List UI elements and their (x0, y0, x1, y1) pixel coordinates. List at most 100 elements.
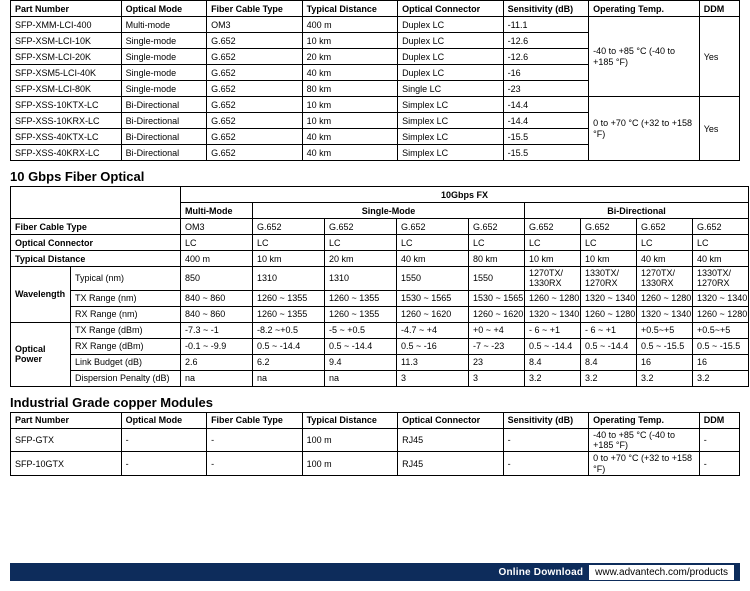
cell: 1320 ~ 1340 (525, 306, 581, 322)
cell: 1260 ~ 1355 (253, 306, 325, 322)
cell: 40 km (397, 251, 469, 267)
cell: 2.6 (181, 354, 253, 370)
col-header: Fiber Cable Type (207, 412, 303, 428)
cell: SFP-XSM5-LCI-40K (11, 65, 122, 81)
cell: -40 to +85 °C (-40 to +185 °F) (589, 428, 700, 452)
sub-label: TX Range (nm) (71, 290, 181, 306)
cell: -7 ~ -23 (469, 338, 525, 354)
col-header: Optical Mode (121, 1, 206, 17)
cell: 1270TX/ 1330RX (637, 267, 693, 291)
table-row: SFP-XMM-LCI-400 Multi-mode OM3 400 m Dup… (11, 17, 740, 33)
group-header: Single-Mode (253, 203, 525, 219)
cell: - 6 ~ +1 (525, 322, 581, 338)
cell: 1260 ~ 1280 (693, 306, 749, 322)
cell: SFP-XSS-10KTX-LC (11, 97, 122, 113)
cell: 840 ~ 860 (181, 306, 253, 322)
cell: 1260 ~ 1280 (637, 290, 693, 306)
cell: -23 (503, 81, 588, 97)
cell: - (121, 428, 206, 452)
cell: Single LC (398, 81, 504, 97)
table-row: RX Range (dBm) -0.1 ~ -9.90.5 ~ -14.40.5… (11, 338, 749, 354)
cell: -14.4 (503, 97, 588, 113)
cell: G.652 (469, 219, 525, 235)
cell-temp: 0 to +70 °C (+32 to +158 °F) (589, 97, 700, 161)
cell: - (503, 428, 588, 452)
cell: G.652 (207, 81, 303, 97)
table-row: Dispersion Penalty (dB) nanana333.23.23.… (11, 370, 749, 386)
cell: SFP-XSS-10KRX-LC (11, 113, 122, 129)
cell: SFP-10GTX (11, 452, 122, 476)
cell: 100 m (302, 452, 398, 476)
cell: 100 m (302, 428, 398, 452)
cell: LC (325, 235, 397, 251)
row-group-label: Optical Power (11, 322, 71, 386)
sub-label: TX Range (dBm) (71, 322, 181, 338)
cell: +0.5~+5 (637, 322, 693, 338)
cell: -5 ~ +0.5 (325, 322, 397, 338)
cell: 1320 ~ 1340 (637, 306, 693, 322)
cell: Bi-Directional (121, 97, 206, 113)
cell: 3.2 (525, 370, 581, 386)
cell: 0.5 ~ -15.5 (637, 338, 693, 354)
sub-label: RX Range (nm) (71, 306, 181, 322)
cell: G.652 (207, 129, 303, 145)
cell: Single-mode (121, 49, 206, 65)
cell: 400 m (302, 17, 398, 33)
cell: LC (469, 235, 525, 251)
cell: 10 km (302, 113, 398, 129)
cell: 1530 ~ 1565 (397, 290, 469, 306)
table-row: SFP-XSS-10KTX-LCBi-DirectionalG.65210 km… (11, 97, 740, 113)
cell: 0.5 ~ -14.4 (525, 338, 581, 354)
cell: Simplex LC (398, 145, 504, 161)
cell: 400 m (181, 251, 253, 267)
cell: 80 km (302, 81, 398, 97)
cell: -11.1 (503, 17, 588, 33)
cell: - (207, 428, 303, 452)
row-label: Optical Connector (11, 235, 181, 251)
cell: 9.4 (325, 354, 397, 370)
cell: 6.2 (253, 354, 325, 370)
cell: 1530 ~ 1565 (469, 290, 525, 306)
cell: 40 km (637, 251, 693, 267)
cell-ddm: Yes (699, 97, 739, 161)
cell: -14.4 (503, 113, 588, 129)
sub-label: Link Budget (dB) (71, 354, 181, 370)
cell: G.652 (207, 33, 303, 49)
cell: Duplex LC (398, 65, 504, 81)
table-header-row: Part Number Optical Mode Fiber Cable Typ… (11, 412, 740, 428)
cell: 850 (181, 267, 253, 291)
sfp-modules-table: Part Number Optical Mode Fiber Cable Typ… (10, 0, 740, 161)
cell: OM3 (181, 219, 253, 235)
col-header: Typical Distance (302, 1, 398, 17)
table-row: Wavelength Typical (nm) 8501310131015501… (11, 267, 749, 291)
col-header: Typical Distance (302, 412, 398, 428)
cell: SFP-XSM-LCI-80K (11, 81, 122, 97)
cell: 80 km (469, 251, 525, 267)
cell: 1310 (253, 267, 325, 291)
table-header-row: Part Number Optical Mode Fiber Cable Typ… (11, 1, 740, 17)
cell: 1260 ~ 1620 (469, 306, 525, 322)
cell: 8.4 (581, 354, 637, 370)
cell: -15.5 (503, 145, 588, 161)
cell: 3.2 (581, 370, 637, 386)
cell: G.652 (581, 219, 637, 235)
cell: -16 (503, 65, 588, 81)
cell: RJ45 (398, 428, 504, 452)
cell: 1260 ~ 1620 (397, 306, 469, 322)
row-label: Fiber Cable Type (11, 219, 181, 235)
cell: - 6 ~ +1 (581, 322, 637, 338)
cell: Single-mode (121, 65, 206, 81)
cell: 20 km (302, 49, 398, 65)
section-title-industrial: Industrial Grade copper Modules (10, 395, 740, 410)
cell: 3 (397, 370, 469, 386)
cell: G.652 (207, 97, 303, 113)
cell: 40 km (302, 65, 398, 81)
cell: Multi-mode (121, 17, 206, 33)
table-row: Link Budget (dB) 2.66.29.411.3238.48.416… (11, 354, 749, 370)
cell: - (699, 452, 739, 476)
cell: - (503, 452, 588, 476)
cell: SFP-XMM-LCI-400 (11, 17, 122, 33)
cell: Single-mode (121, 81, 206, 97)
cell: LC (581, 235, 637, 251)
cell: 40 km (302, 129, 398, 145)
